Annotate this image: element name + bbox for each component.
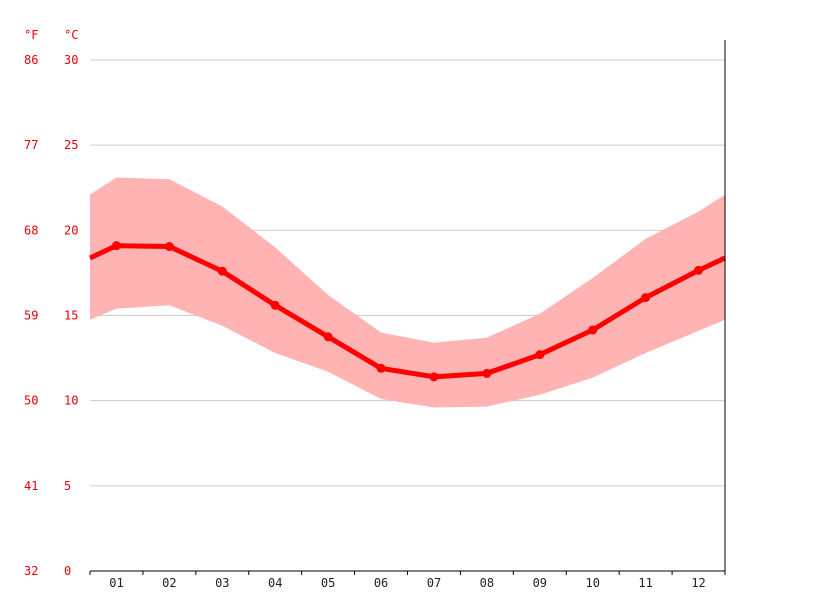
y-tick-fahrenheit: 59 — [24, 309, 38, 323]
y-tick-celsius: 5 — [64, 479, 71, 493]
x-tick-label: 09 — [533, 576, 547, 590]
mean-temperature-points — [111, 241, 704, 382]
x-tick-label: 05 — [321, 576, 335, 590]
x-axis-ticks — [89, 571, 726, 575]
mean-temperature-line — [88, 243, 727, 380]
y-tick-fahrenheit: 77 — [24, 138, 38, 152]
temperature-range-area — [90, 177, 725, 408]
y-tick-fahrenheit: 50 — [24, 394, 38, 408]
y-tick-celsius: 25 — [64, 138, 78, 152]
y-tick-fahrenheit: 86 — [24, 53, 38, 67]
x-axis-labels: 01 02 03 04 05 06 07 08 09 10 11 12 — [109, 576, 706, 590]
x-tick-label: 06 — [374, 576, 388, 590]
mean-point — [164, 242, 174, 252]
mean-point — [535, 350, 545, 360]
mean-point — [429, 372, 439, 382]
y-tick-fahrenheit: 32 — [24, 564, 38, 578]
mean-point — [482, 368, 492, 378]
x-tick-label: 10 — [585, 576, 599, 590]
x-tick-label: 03 — [215, 576, 229, 590]
mean-point — [323, 332, 333, 342]
y-tick-fahrenheit: 68 — [24, 223, 38, 237]
y-tick-celsius: 0 — [64, 564, 71, 578]
y-tick-fahrenheit: 41 — [24, 479, 38, 493]
mean-point — [111, 241, 121, 251]
x-tick-label: 08 — [480, 576, 494, 590]
mean-point — [588, 325, 598, 335]
mean-point — [376, 363, 386, 373]
y-tick-celsius: 30 — [64, 53, 78, 67]
mean-point — [217, 266, 227, 276]
y-tick-celsius: 15 — [64, 309, 78, 323]
mean-point — [694, 265, 704, 275]
x-tick-label: 04 — [268, 576, 282, 590]
x-tick-label: 01 — [109, 576, 123, 590]
y-tick-celsius: 20 — [64, 223, 78, 237]
celsius-unit-label: °C — [64, 28, 78, 42]
x-tick-label: 02 — [162, 576, 176, 590]
mean-point — [270, 300, 280, 310]
x-tick-label: 12 — [691, 576, 705, 590]
fahrenheit-unit-label: °F — [24, 28, 38, 42]
y-tick-celsius: 10 — [64, 394, 78, 408]
y-axis-labels: 32 0 41 5 50 10 59 15 68 20 77 25 86 30 — [24, 53, 78, 578]
mean-point — [641, 293, 651, 303]
x-tick-label: 11 — [638, 576, 652, 590]
x-tick-label: 07 — [427, 576, 441, 590]
